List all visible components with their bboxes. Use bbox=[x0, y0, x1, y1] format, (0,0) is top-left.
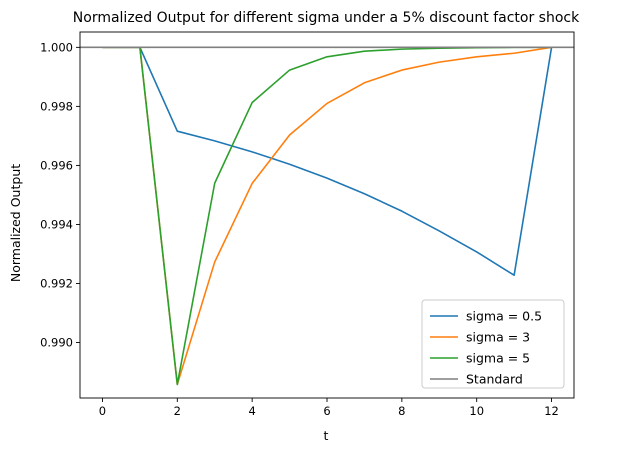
y-tick-label: 0.996 bbox=[40, 158, 73, 172]
x-tick-label: 12 bbox=[544, 404, 559, 418]
legend-entry: sigma = 3 bbox=[466, 330, 530, 345]
y-tick-label: 0.992 bbox=[40, 276, 73, 290]
y-axis-label: Normalized Output bbox=[8, 164, 23, 282]
legend: sigma = 0.5 sigma = 3 sigma = 5 Standard bbox=[421, 299, 565, 389]
series-line-1 bbox=[102, 46, 553, 277]
x-tick-label: 8 bbox=[398, 404, 405, 418]
x-axis-label: t bbox=[324, 428, 329, 443]
legend-box bbox=[421, 299, 565, 389]
y-tick-label: 0.998 bbox=[40, 99, 73, 113]
x-tick-label: 6 bbox=[323, 404, 330, 418]
chart-title: Normalized Output for different sigma un… bbox=[73, 10, 580, 26]
x-tick-label: 10 bbox=[469, 404, 484, 418]
y-tick-label: 0.994 bbox=[40, 217, 73, 231]
legend-entry: sigma = 5 bbox=[466, 351, 530, 366]
legend-entry: sigma = 0.5 bbox=[466, 309, 542, 324]
x-tick-label: 0 bbox=[99, 404, 106, 418]
legend-entry: Standard bbox=[466, 372, 523, 387]
x-tick-label: 4 bbox=[248, 404, 255, 418]
y-tick-label: 1.000 bbox=[40, 40, 73, 54]
y-tick-label: 0.990 bbox=[40, 336, 73, 350]
plot-area bbox=[80, 46, 574, 386]
x-tick-label: 2 bbox=[174, 404, 181, 418]
axes: 0 2 4 6 8 10 12 0.990 0.992 0.994 0.996 0.998 1.000 bbox=[40, 31, 575, 418]
